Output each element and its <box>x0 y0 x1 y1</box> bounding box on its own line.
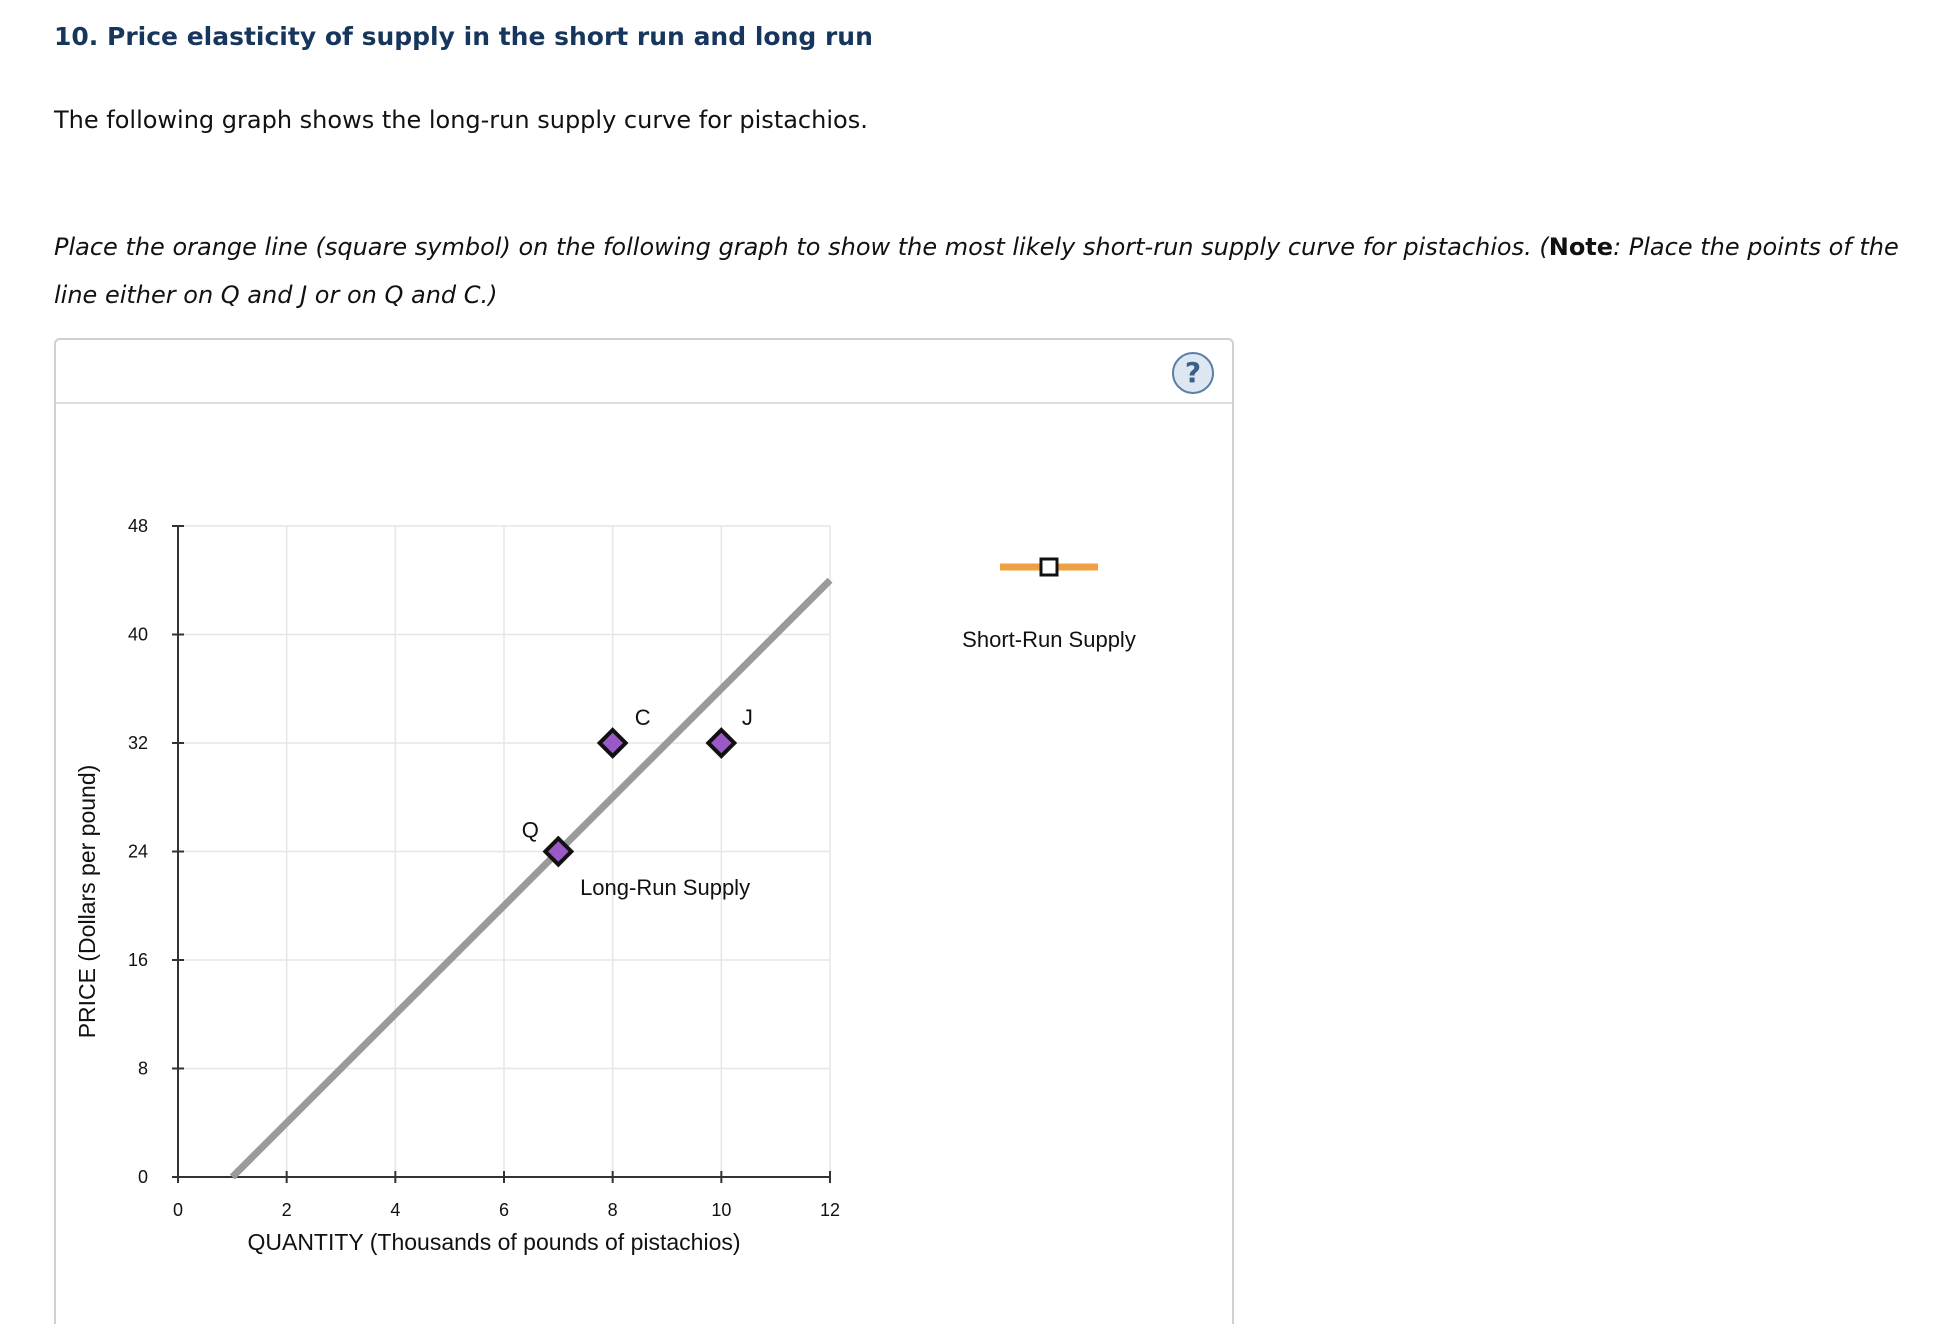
point-label: J <box>742 705 753 730</box>
panel-header: ? <box>56 340 1232 404</box>
x-tick-label: 10 <box>711 1200 731 1220</box>
x-tick-label: 8 <box>608 1200 618 1220</box>
long-run-supply-label: Long-Run Supply <box>580 875 750 900</box>
question-title: 10. Price elasticity of supply in the sh… <box>54 22 873 51</box>
x-tick-label: 4 <box>390 1200 400 1220</box>
y-tick-label: 32 <box>128 733 148 753</box>
point-label: C <box>635 705 651 730</box>
short-run-supply-tool-label: Short-Run Supply <box>962 627 1136 652</box>
tool-square-marker[interactable] <box>1039 557 1059 577</box>
y-axis-title: PRICE (Dollars per pound) <box>74 765 100 1039</box>
question-intro: The following graph shows the long-run s… <box>54 106 868 134</box>
point-q[interactable] <box>542 835 575 868</box>
y-tick-label: 24 <box>128 842 148 862</box>
point-c[interactable] <box>596 727 629 759</box>
point-label: Q <box>522 818 539 843</box>
x-tick-label: 0 <box>173 1200 183 1220</box>
x-tick-label: 6 <box>499 1200 509 1220</box>
x-axis-title: QUANTITY (Thousands of pounds of pistach… <box>247 1229 740 1255</box>
instruction-note: Note <box>1548 233 1614 261</box>
help-icon[interactable]: ? <box>1172 352 1214 394</box>
long-run-supply-line <box>229 577 833 1180</box>
graph-panel: ? 0 8 16 24 32 40 48 0 2 4 6 8 10 12 QUANTITY (Thousan… <box>54 338 1234 1324</box>
question-instruction: Place the orange line (square symbol) on… <box>54 223 1914 319</box>
y-tick-label: 40 <box>128 625 148 645</box>
x-tick-label: 12 <box>820 1200 840 1220</box>
instruction-text: Place the orange line (square symbol) on… <box>54 233 1549 261</box>
instruction-text-end: : Place the points of the line either on… <box>54 233 1899 309</box>
y-tick-label: 48 <box>128 516 148 536</box>
point-j[interactable] <box>705 727 738 759</box>
x-tick-label: 2 <box>282 1200 292 1220</box>
y-tick-label: 0 <box>138 1167 148 1187</box>
y-tick-label: 16 <box>128 950 148 970</box>
y-tick-label: 8 <box>138 1059 148 1079</box>
